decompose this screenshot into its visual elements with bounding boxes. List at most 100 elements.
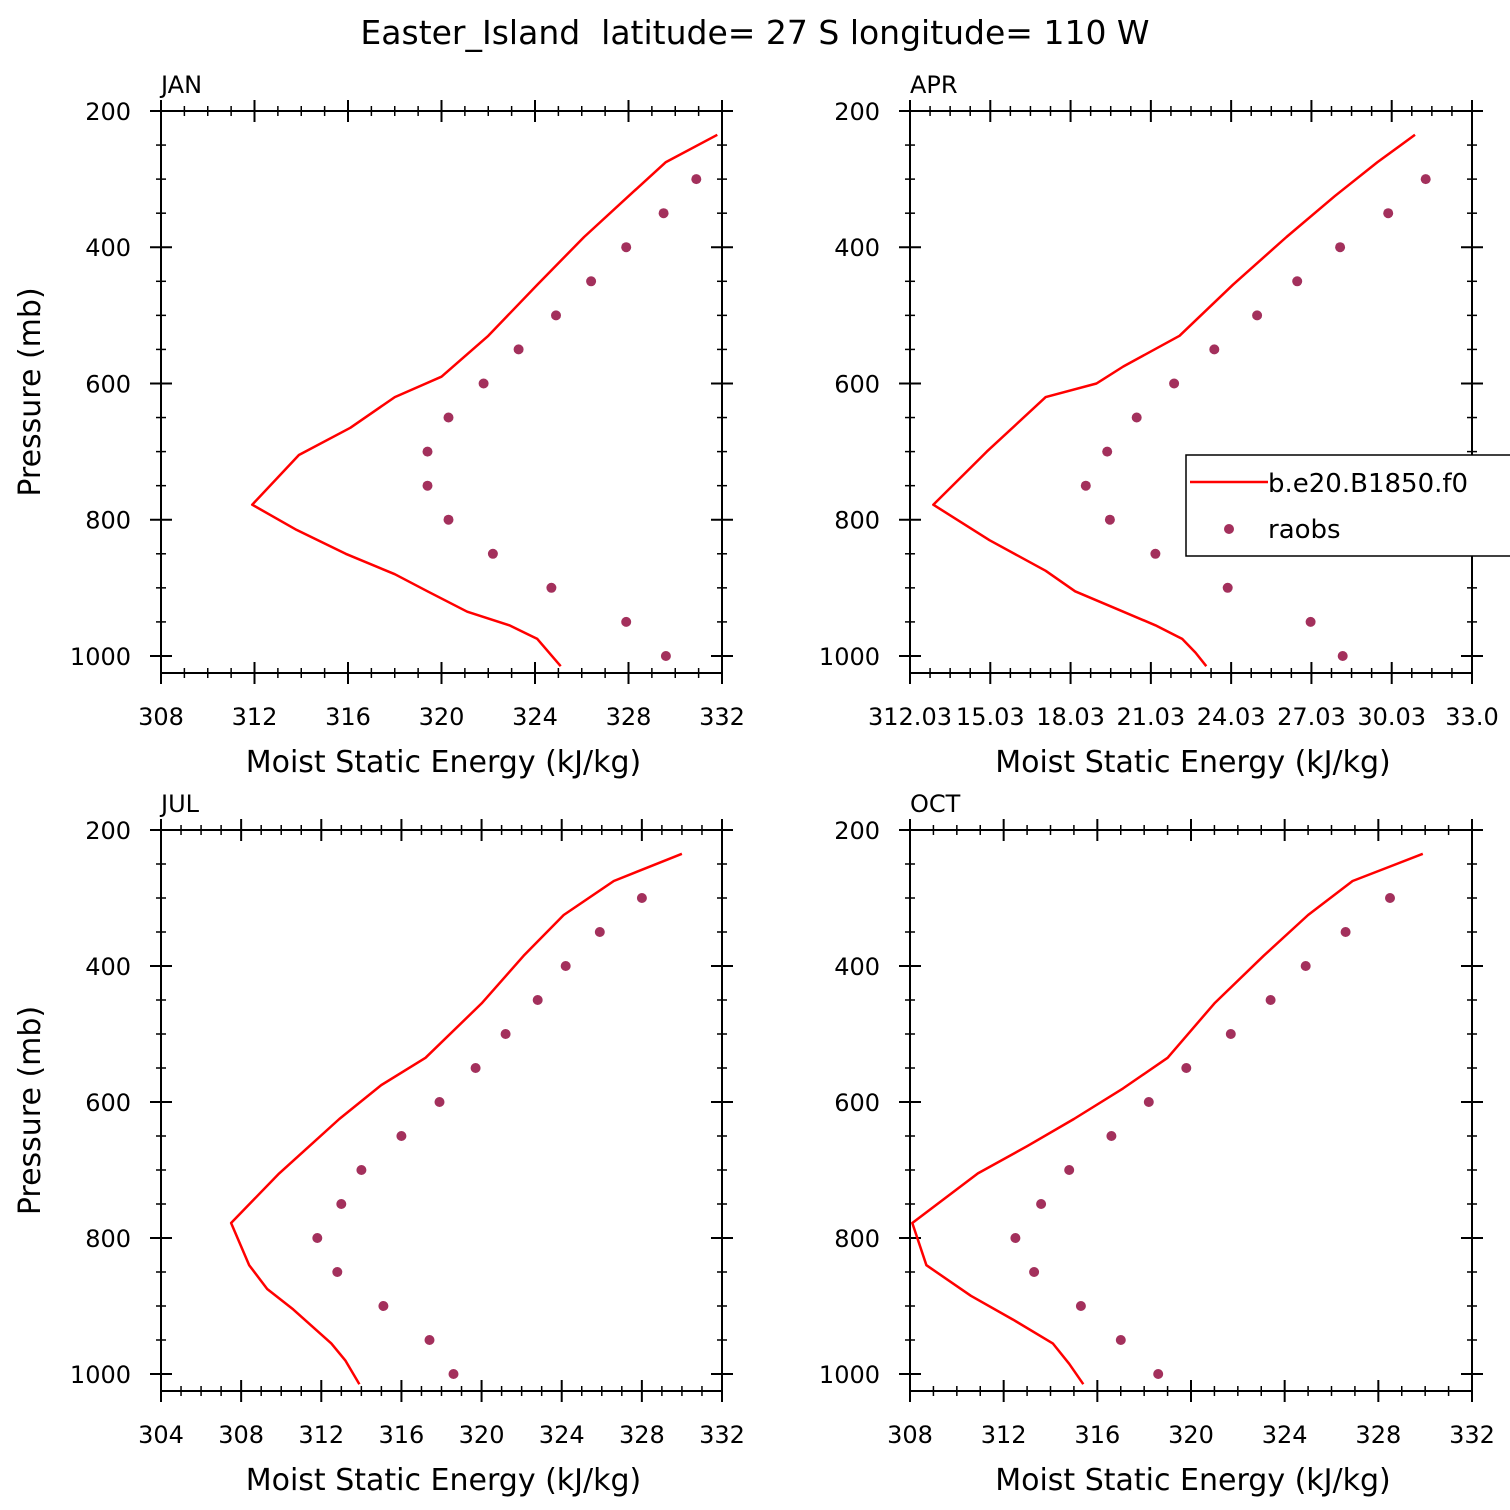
panel-oct-ytick-label: 800 <box>834 1225 880 1253</box>
panel-jan-ytick-label: 400 <box>85 234 131 262</box>
panel-apr-xtick-label: 33.0 <box>1445 703 1498 731</box>
panel-jul-ytick-label: 400 <box>85 953 131 981</box>
panel-jul: JUL 304 308 312 316 320 324 328 332 200 400 600 800 1… <box>13 790 745 1498</box>
panel-oct-obs-point <box>1385 893 1395 903</box>
panel-jan-ylabel: Pressure (mb) <box>13 287 48 496</box>
panel-jan-xtick-label: 328 <box>606 703 652 731</box>
panel-jan-xlabel: Moist Static Energy (kJ/kg) <box>246 745 642 780</box>
panel-jul-ylabel: Pressure (mb) <box>13 1006 48 1215</box>
panel-apr: APR 312.03 15.03 18.03 21.03 24.03 27.03 30.03 3… <box>819 71 1499 780</box>
panel-jan-xtick-label: 316 <box>325 703 371 731</box>
panel-oct-xtick-label: 332 <box>1449 1421 1495 1449</box>
panel-jan-obs-point <box>621 242 632 253</box>
panel-jan: JAN 308 312 316 320 324 328 332 200 400 600 800 1000… <box>13 71 745 780</box>
panel-jul-ytick-label: 1000 <box>70 1361 131 1389</box>
panel-jan-obs-point <box>422 480 433 491</box>
panel-jan-obs-point <box>586 276 597 287</box>
panel-apr-obs-point <box>1150 548 1161 559</box>
panel-oct-model-line <box>911 852 1424 1385</box>
panel-jul-xtick-label: 316 <box>379 1421 425 1449</box>
panel-jul-xtick-label: 332 <box>699 1421 745 1449</box>
panel-jan-obs-point <box>658 208 669 219</box>
panel-oct-obs-point <box>1300 961 1311 971</box>
panel-oct-xtick-label: 328 <box>1355 1421 1401 1449</box>
panel-jan-obs-point <box>551 310 561 321</box>
panel-oct-xtick-label: 316 <box>1074 1421 1120 1449</box>
panel-apr-obs-point <box>1131 412 1142 423</box>
panel-jan-obs-point <box>691 174 702 185</box>
panel-jul-ytick-label: 200 <box>85 817 131 845</box>
panel-jul-obs-point <box>312 1233 323 1243</box>
panel-jan-xtick-label: 312 <box>232 703 278 731</box>
panel-jul-ytick-label: 800 <box>85 1225 131 1253</box>
legend-obs-label: raobs <box>1268 515 1341 545</box>
panel-apr-obs-point <box>1305 616 1316 627</box>
panel-apr-obs-point <box>1080 480 1091 491</box>
panel-jul-xlabel: Moist Static Energy (kJ/kg) <box>246 1463 642 1498</box>
panel-oct-xtick-label: 320 <box>1168 1421 1214 1449</box>
panel-apr-model-line <box>932 133 1416 667</box>
panel-jul-obs-point <box>532 995 543 1005</box>
panel-apr-label: APR <box>910 71 958 99</box>
panel-oct-xtick-label: 312 <box>981 1421 1027 1449</box>
panel-oct-xlabel: Moist Static Energy (kJ/kg) <box>995 1463 1391 1498</box>
panel-jan-model-line <box>250 133 718 668</box>
panel-jul-obs-point <box>500 1029 511 1039</box>
panel-jan-obs-point <box>443 412 454 423</box>
panel-apr-obs-point <box>1252 310 1263 321</box>
panel-oct: OCT 308 312 316 320 324 328 332 200 400 600 800 1000… <box>819 790 1495 1498</box>
panel-oct-xtick-label: 308 <box>887 1421 933 1449</box>
panel-jan-obs-point <box>487 548 498 559</box>
panel-apr-xtick-label: 30.03 <box>1357 703 1426 731</box>
panel-jul-label: JUL <box>159 790 200 818</box>
panel-apr-xtick-label: 18.03 <box>1036 703 1105 731</box>
legend-box <box>1185 454 1510 557</box>
panel-jul-xtick-label: 308 <box>218 1421 264 1449</box>
panel-apr-frame <box>909 110 1473 674</box>
panel-apr-xtick-label: 21.03 <box>1116 703 1185 731</box>
panel-jul-obs-point <box>560 961 571 971</box>
panel-jul-obs-point <box>448 1369 459 1379</box>
panel-oct-ytick-label: 1000 <box>819 1361 880 1389</box>
panel-oct-obs-point <box>1115 1335 1126 1345</box>
panel-jul-obs-point <box>594 927 605 937</box>
panel-oct-ytick-label: 600 <box>834 1089 880 1117</box>
panel-apr-ytick-label: 400 <box>834 234 880 262</box>
panel-jan-obs-point <box>422 446 433 457</box>
panel-jul-xtick-label: 312 <box>298 1421 344 1449</box>
panel-apr-ytick-label: 200 <box>834 98 880 126</box>
panel-jul-xtick-label: 304 <box>138 1421 184 1449</box>
legend: b.e20.B1850.f0 raobs <box>1185 454 1510 557</box>
panel-oct-label: OCT <box>910 790 961 818</box>
panel-jan-ytick-label: 800 <box>85 507 131 535</box>
panel-jan-obs-point <box>660 651 671 661</box>
panel-oct-ytick-label: 400 <box>834 953 880 981</box>
panel-jul-ytick-label: 600 <box>85 1089 131 1117</box>
panel-jan-obs-point <box>621 616 632 627</box>
panel-oct-xtick-label: 324 <box>1262 1421 1308 1449</box>
panel-jan-ytick-label: 600 <box>85 370 131 398</box>
panel-apr-xtick-label: 312.03 <box>868 703 952 731</box>
panel-jan-xtick-label: 320 <box>419 703 465 731</box>
panel-jan-xtick-label: 332 <box>699 703 745 731</box>
legend-model-label: b.e20.B1850.f0 <box>1268 469 1468 499</box>
panel-oct-obs-point <box>1153 1369 1164 1379</box>
panel-jul-obs-point <box>470 1063 481 1073</box>
panel-apr-ytick-label: 800 <box>834 507 880 535</box>
panel-jul-obs-point <box>336 1199 347 1209</box>
legend-obs-marker-swatch <box>1224 524 1234 534</box>
panel-jul-frame <box>160 829 723 1392</box>
panel-apr-obs-point <box>1104 514 1115 525</box>
panel-oct-obs-point <box>1075 1301 1086 1311</box>
panel-oct-obs-point <box>1029 1267 1040 1277</box>
panel-oct-obs-point <box>1036 1199 1047 1209</box>
panel-jan-xtick-label: 308 <box>138 703 184 731</box>
panel-apr-ytick-label: 600 <box>834 370 880 398</box>
panel-apr-obs-point <box>1420 174 1431 185</box>
panel-jul-model-line <box>229 852 683 1385</box>
panel-jul-xtick-label: 324 <box>539 1421 585 1449</box>
panel-jul-obs-point <box>332 1267 343 1277</box>
panel-oct-obs-point <box>1106 1131 1117 1141</box>
panel-jan-obs-point <box>478 378 489 389</box>
